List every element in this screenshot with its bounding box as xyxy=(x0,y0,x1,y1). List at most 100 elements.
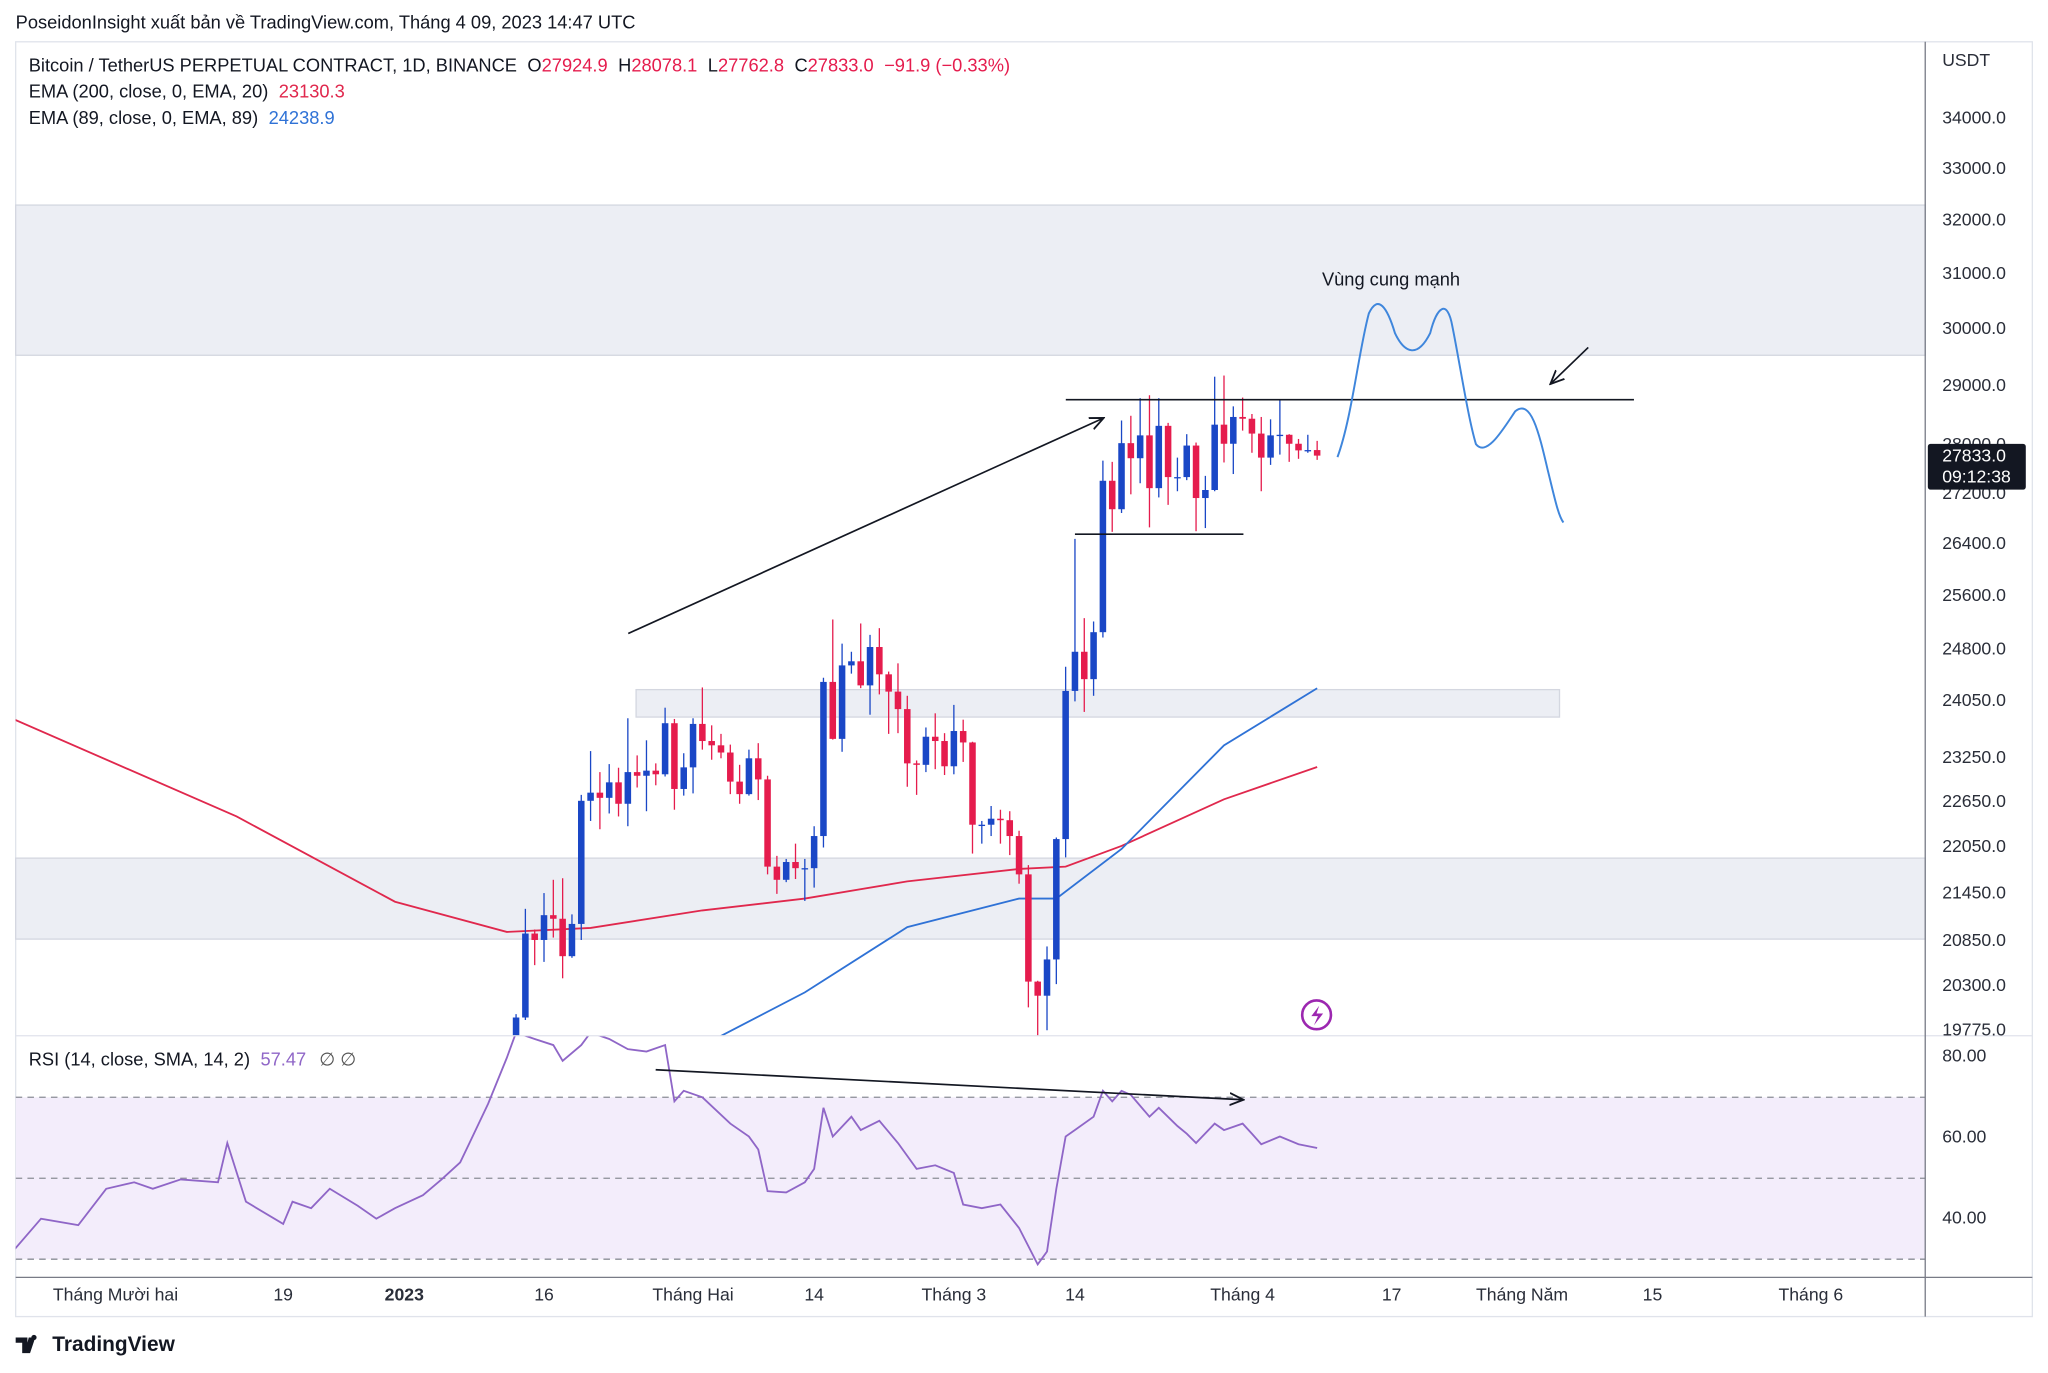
y-tick-label: 22050.0 xyxy=(1942,836,2006,856)
y-tick-label: 24050.0 xyxy=(1942,690,2006,710)
candle-body xyxy=(550,915,557,919)
candle-body xyxy=(941,741,948,767)
price-tag-label: 27833.0 xyxy=(1942,446,2006,466)
mid-zone xyxy=(635,688,1561,718)
candle-body xyxy=(1239,416,1246,419)
price-tag xyxy=(1927,443,2026,490)
legend-value: 57.47 xyxy=(260,1048,306,1069)
x-tick-label: 15 xyxy=(1643,1284,1663,1304)
candle-body xyxy=(1136,435,1144,459)
candle-body xyxy=(1118,443,1125,510)
candle-body xyxy=(931,736,939,742)
y-tick-label: 25600.0 xyxy=(1942,585,2006,605)
x-tick-label: 19 xyxy=(273,1284,293,1304)
zone-annotation: Vùng cung mạnh xyxy=(1322,269,1460,290)
legend-change: −91.9 (−0.33%) xyxy=(884,54,1010,75)
candle-body xyxy=(605,782,613,798)
candle-body xyxy=(578,800,585,924)
indicator-legend: EMA (89, close, 0, EMA, 89) 24238.9 xyxy=(29,107,335,128)
candle-body xyxy=(876,647,883,675)
y-tick-label: 29000.0 xyxy=(1942,375,2006,395)
candle-body xyxy=(671,723,678,789)
candle-body xyxy=(1276,434,1284,437)
series-line xyxy=(719,687,1318,1036)
candle-body xyxy=(801,868,809,870)
candle-body xyxy=(1202,489,1209,499)
legend-name: EMA (89, close, 0, EMA, 89) xyxy=(29,107,258,128)
indicator-legend: EMA (200, close, 0, EMA, 20) 23130.3 xyxy=(29,81,345,102)
event-bolt xyxy=(1311,1005,1324,1026)
candle-body xyxy=(1127,443,1135,459)
candle-body xyxy=(773,866,781,880)
candle-body xyxy=(820,681,827,837)
candle-body xyxy=(1248,418,1256,434)
candle-body xyxy=(615,782,622,804)
legend-icons: ∅ ∅ xyxy=(319,1048,356,1069)
drawings: Vùng cung mạnh xyxy=(627,269,1634,1100)
legend-ohlc-label: C xyxy=(794,54,807,75)
candle-body xyxy=(540,915,548,940)
y-tick-label: 30000.0 xyxy=(1942,318,2006,338)
rsi-legend: RSI (14, close, SMA, 14, 2) 57.47 ∅ ∅ xyxy=(29,1048,356,1069)
candle-body xyxy=(1015,836,1023,875)
candle-body xyxy=(1192,445,1200,499)
candle-body xyxy=(978,824,986,827)
candle-body xyxy=(1090,632,1097,680)
supply-zone xyxy=(15,204,1926,356)
candle-body xyxy=(922,736,930,765)
candle-body xyxy=(866,647,874,686)
candle-body xyxy=(596,792,604,798)
y-tick-label: 20300.0 xyxy=(1942,975,2006,995)
legend-ohlc-label: L xyxy=(708,54,718,75)
event-icon[interactable] xyxy=(1300,999,1333,1031)
candle-body xyxy=(727,752,734,782)
candle-body xyxy=(512,1017,520,1036)
candle-body xyxy=(1230,416,1237,444)
y-tick-label: 40.00 xyxy=(1942,1207,1986,1227)
candle-body xyxy=(1006,820,1014,837)
candle-body xyxy=(522,933,529,1018)
x-tick-label: 16 xyxy=(534,1284,554,1304)
zones xyxy=(15,204,1926,940)
legend-ohlc-label: O xyxy=(527,54,541,75)
candle-body xyxy=(1257,433,1265,458)
y-tick-label: 20850.0 xyxy=(1942,930,2006,950)
divergence-arrow xyxy=(655,1068,1244,1100)
candle-body xyxy=(1211,424,1218,490)
legend-ohlc-label: H xyxy=(618,54,631,75)
demand-zone xyxy=(15,857,1926,940)
y-tick-label: 21450.0 xyxy=(1942,883,2006,903)
y-tick-label: 26400.0 xyxy=(1942,533,2006,553)
x-tick-label: Tháng 4 xyxy=(1210,1284,1275,1304)
candle-body xyxy=(633,772,641,776)
candle-body xyxy=(1285,434,1293,444)
y-tick-label: 19775.0 xyxy=(1942,1019,2006,1039)
candle-body xyxy=(1053,839,1060,960)
price-tag-countdown: 09:12:38 xyxy=(1942,466,2011,486)
candle-body xyxy=(1164,425,1172,478)
candle-body xyxy=(661,723,669,775)
candle-body xyxy=(699,723,706,742)
candle-body xyxy=(745,758,753,795)
legend-name: EMA (200, close, 0, EMA, 20) xyxy=(29,81,269,102)
candle-body xyxy=(680,767,687,789)
candle-body xyxy=(1295,443,1302,451)
header: PoseidonInsight xuất bản về TradingView.… xyxy=(16,11,636,32)
y-tick-label: 23250.0 xyxy=(1942,747,2006,767)
logo-mark xyxy=(15,1334,37,1354)
x-tick-label: 2023 xyxy=(385,1284,424,1304)
pointer-arrow xyxy=(1550,346,1589,384)
y-tick-label: 80.00 xyxy=(1942,1045,1986,1065)
axes: Tháng Mười hai 19 2023 16 Tháng Hai 14 Tháng 3… xyxy=(53,108,2026,1304)
y-tick-label: 24800.0 xyxy=(1942,638,2006,658)
x-tick-label: 14 xyxy=(1065,1284,1085,1304)
x-tick-label: Tháng 3 xyxy=(922,1284,987,1304)
candle-body xyxy=(736,781,743,795)
candle-body xyxy=(1062,690,1069,840)
candle-body xyxy=(689,723,697,768)
candle-body xyxy=(838,665,846,739)
y-tick-label: 32000.0 xyxy=(1942,210,2006,230)
candle-body xyxy=(782,862,790,880)
legend-ohlc-value: 27762.8 xyxy=(718,54,784,75)
